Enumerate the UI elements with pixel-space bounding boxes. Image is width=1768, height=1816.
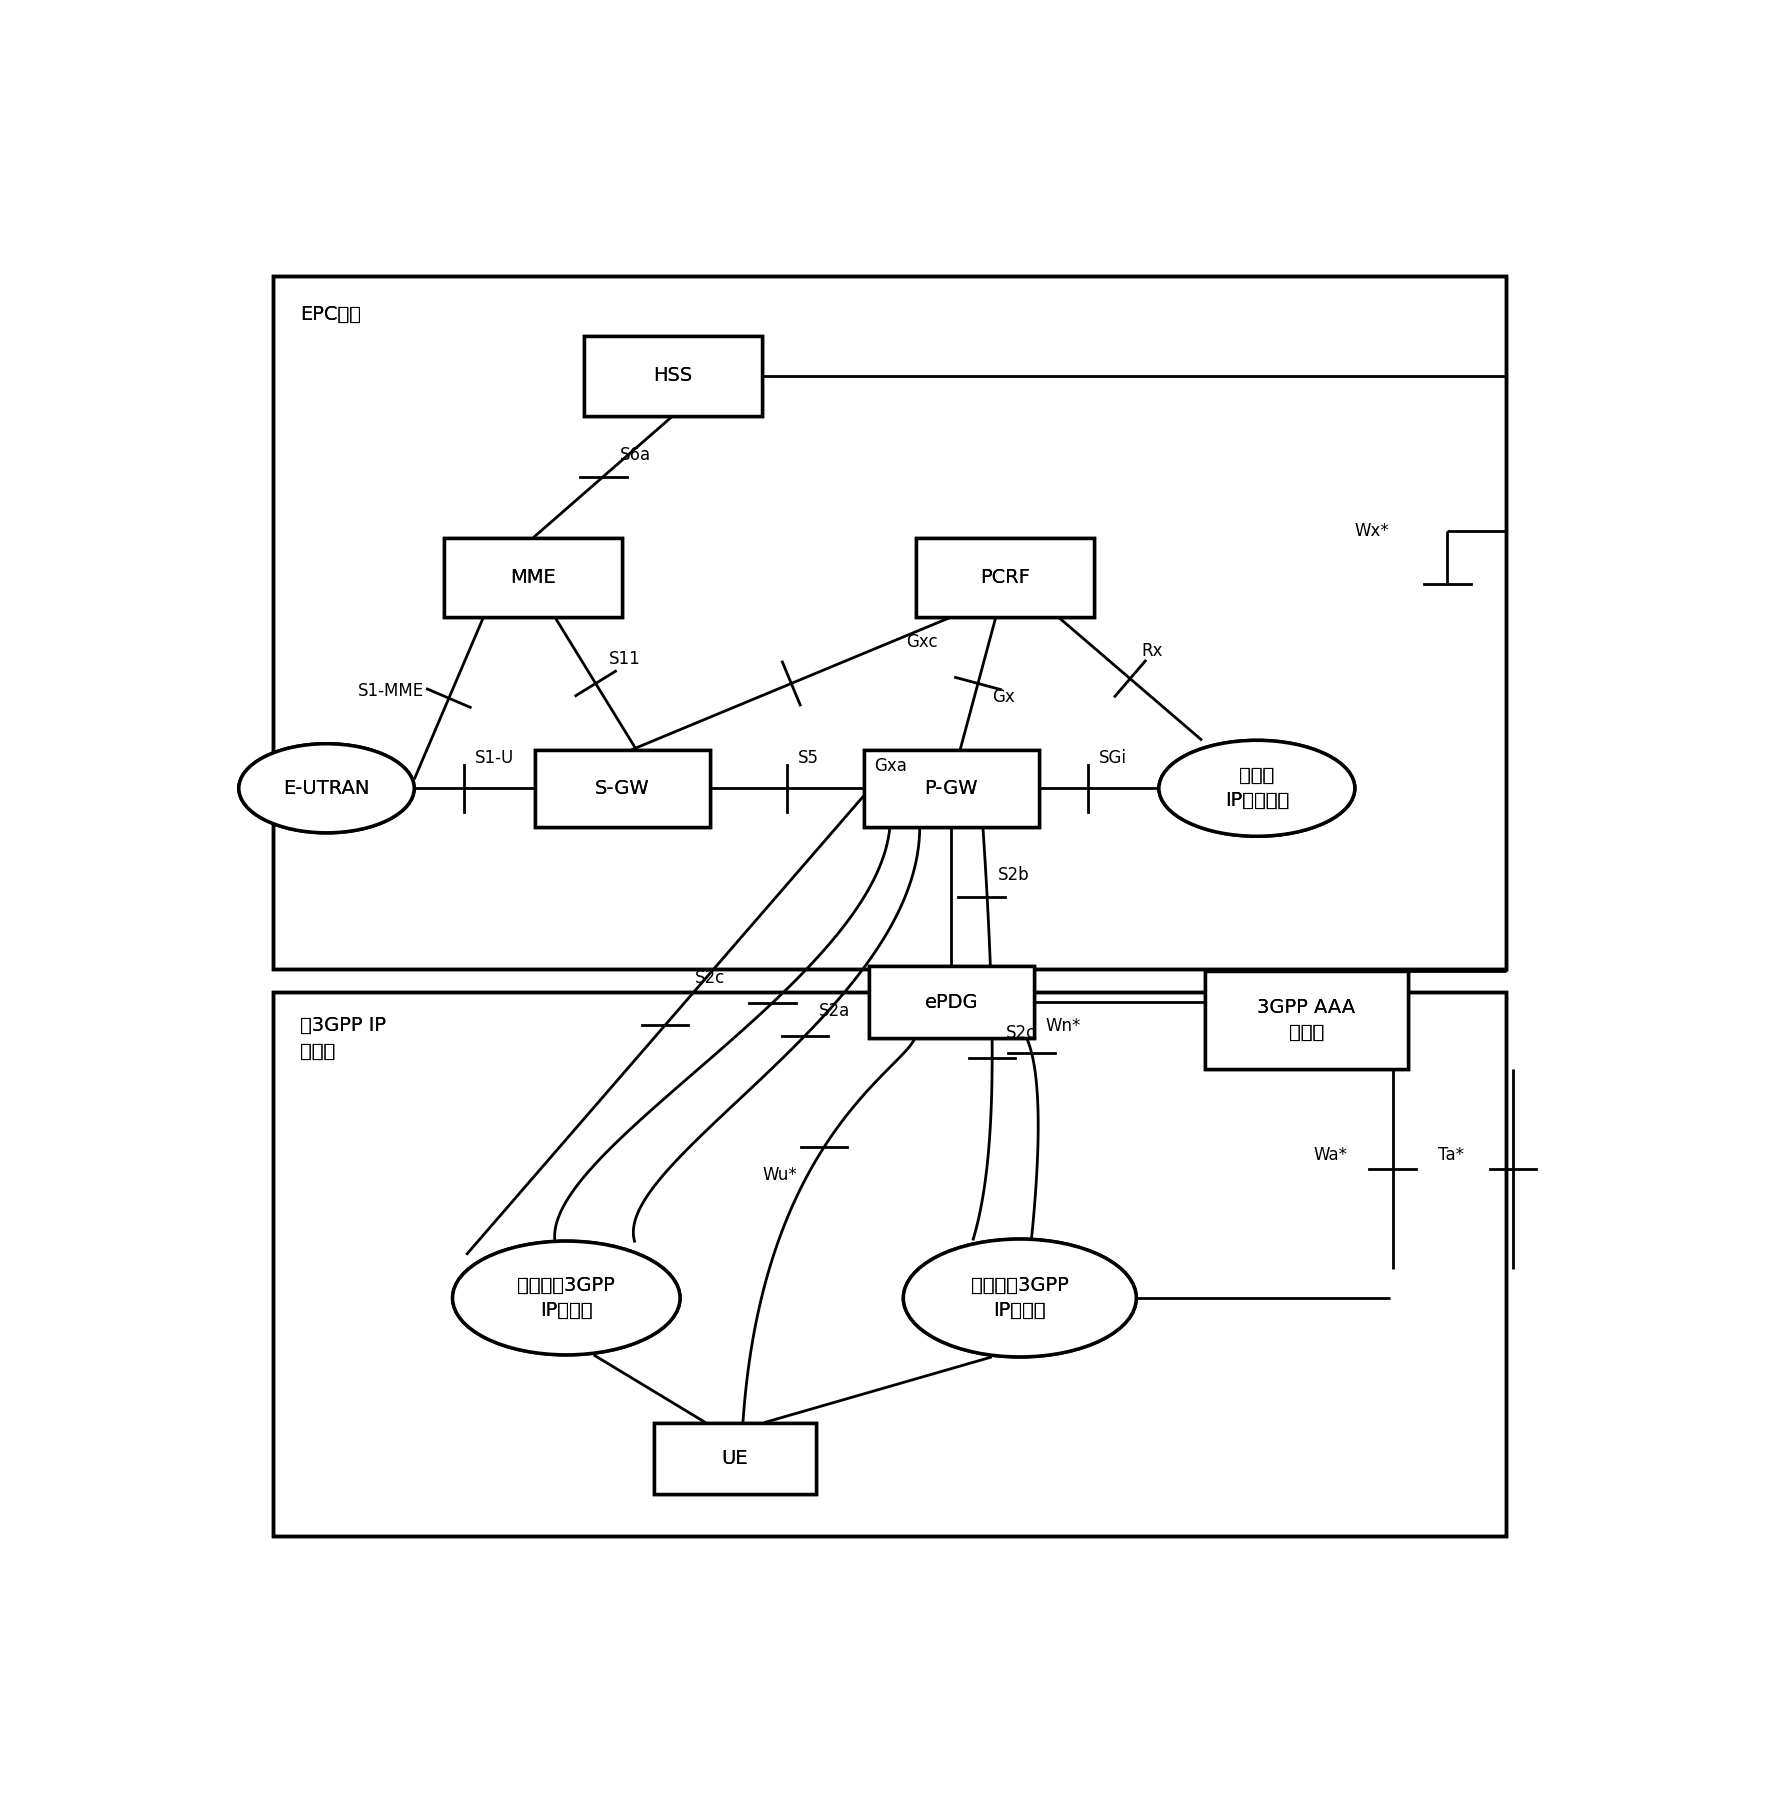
Text: S2c: S2c <box>1006 1024 1036 1042</box>
Text: Wn*: Wn* <box>1045 1017 1080 1035</box>
Text: P-GW: P-GW <box>925 779 978 797</box>
Bar <box>444 538 622 617</box>
Text: Rx: Rx <box>1140 643 1163 661</box>
Bar <box>583 336 762 416</box>
Bar <box>272 276 1506 970</box>
Bar <box>654 1422 815 1495</box>
Bar <box>444 538 622 617</box>
Bar <box>916 538 1094 617</box>
Text: 非信任非3GPP
IP接入网: 非信任非3GPP IP接入网 <box>971 1277 1068 1320</box>
Text: 3GPP AAA
服务器: 3GPP AAA 服务器 <box>1257 997 1356 1042</box>
Text: S2a: S2a <box>819 1002 850 1021</box>
Ellipse shape <box>239 745 414 834</box>
Bar <box>870 966 1034 1037</box>
Bar <box>534 750 711 826</box>
Ellipse shape <box>1158 741 1354 835</box>
Text: Wu*: Wu* <box>762 1166 797 1184</box>
Text: E-UTRAN: E-UTRAN <box>283 779 370 797</box>
Text: Gxc: Gxc <box>905 632 937 650</box>
Text: Gx: Gx <box>992 688 1015 706</box>
Ellipse shape <box>1158 741 1354 835</box>
Bar <box>272 992 1506 1536</box>
Text: S-GW: S-GW <box>596 779 651 797</box>
Text: S6a: S6a <box>621 445 651 463</box>
Bar <box>534 750 711 826</box>
Ellipse shape <box>903 1239 1137 1357</box>
Text: Wx*: Wx* <box>1354 521 1390 539</box>
Text: S5: S5 <box>797 750 819 766</box>
Bar <box>583 336 762 416</box>
Bar <box>1204 970 1407 1070</box>
Text: MME: MME <box>511 568 557 587</box>
Bar <box>916 538 1094 617</box>
Text: 运营商
IP业务网络: 运营商 IP业务网络 <box>1225 766 1289 810</box>
Text: ePDG: ePDG <box>925 993 978 1012</box>
Text: UE: UE <box>721 1449 748 1467</box>
Bar <box>272 276 1506 970</box>
Text: S2c: S2c <box>695 970 725 986</box>
Bar <box>272 992 1506 1536</box>
Text: 可信任非3GPP
IP接入网: 可信任非3GPP IP接入网 <box>518 1277 615 1320</box>
Text: S-GW: S-GW <box>596 779 651 797</box>
Text: 非信任非3GPP
IP接入网: 非信任非3GPP IP接入网 <box>971 1277 1068 1320</box>
Bar <box>863 750 1040 826</box>
Text: EPC系统: EPC系统 <box>301 305 361 323</box>
Text: 非3GPP IP
接入网: 非3GPP IP 接入网 <box>301 1015 387 1061</box>
Text: HSS: HSS <box>654 367 693 385</box>
Bar <box>1204 970 1407 1070</box>
Text: Wa*: Wa* <box>1314 1146 1347 1164</box>
Text: MME: MME <box>511 568 557 587</box>
Text: S2b: S2b <box>997 866 1029 884</box>
Text: PCRF: PCRF <box>979 568 1029 587</box>
Ellipse shape <box>903 1239 1137 1357</box>
Text: UE: UE <box>721 1449 748 1467</box>
Text: 非3GPP IP
接入网: 非3GPP IP 接入网 <box>301 1015 387 1061</box>
Text: EPC系统: EPC系统 <box>301 305 361 323</box>
Bar <box>654 1422 815 1495</box>
Bar <box>870 966 1034 1037</box>
Text: E-UTRAN: E-UTRAN <box>283 779 370 797</box>
Text: ePDG: ePDG <box>925 993 978 1012</box>
Text: SGi: SGi <box>1100 750 1126 766</box>
Text: HSS: HSS <box>654 367 693 385</box>
Text: 运营商
IP业务网络: 运营商 IP业务网络 <box>1225 766 1289 810</box>
Ellipse shape <box>453 1240 681 1355</box>
Text: PCRF: PCRF <box>979 568 1029 587</box>
Bar <box>863 750 1040 826</box>
Text: Gxa: Gxa <box>875 757 907 775</box>
Ellipse shape <box>453 1240 681 1355</box>
Text: 可信任非3GPP
IP接入网: 可信任非3GPP IP接入网 <box>518 1277 615 1320</box>
Text: S11: S11 <box>610 650 642 668</box>
Text: S1-U: S1-U <box>474 750 514 766</box>
Text: 3GPP AAA
服务器: 3GPP AAA 服务器 <box>1257 997 1356 1042</box>
Text: Ta*: Ta* <box>1437 1146 1464 1164</box>
Ellipse shape <box>239 745 414 834</box>
Text: S1-MME: S1-MME <box>357 683 424 701</box>
Text: P-GW: P-GW <box>925 779 978 797</box>
